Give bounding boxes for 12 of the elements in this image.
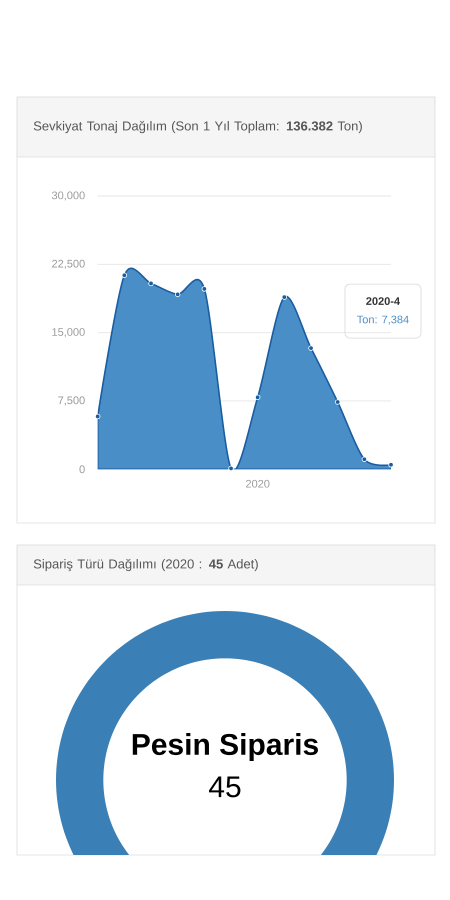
chart-title: Sevkiyat Tonaj Dağılım (Son 1 Yıl Toplam: 136.382 Ton) [34, 120, 362, 134]
data-label: 45 [209, 776, 240, 798]
chart-title: Sipariş Türü Dağılımı (2020 : 45 Adet) [34, 558, 258, 572]
x-tick-label: 2020 [246, 480, 270, 488]
y-tick-label: 30,000 [52, 191, 85, 201]
y-tick-label: 7,500 [58, 396, 85, 406]
slice-label: Pesin Siparis [132, 733, 318, 762]
y-tick-label: 22,500 [52, 260, 85, 269]
annotation: Ton: 7,384 [357, 316, 409, 325]
y-tick-label: 0 [79, 465, 85, 474]
annotation: 2020-4 [366, 297, 400, 306]
y-tick-label: 15,000 [52, 328, 85, 338]
